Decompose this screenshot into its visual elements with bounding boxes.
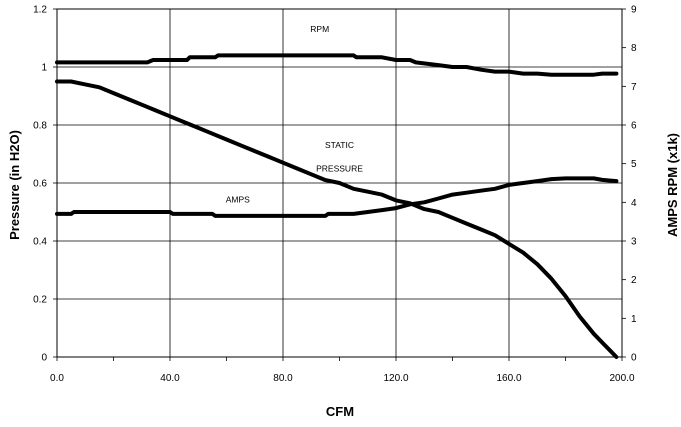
y-axis-title: Pressure (in H2O)	[7, 130, 22, 240]
annotation-label: RPM	[310, 24, 329, 34]
y2-tick-label: 4	[631, 198, 637, 209]
x-tick-label: 200.0	[609, 373, 634, 384]
y-tick-label: 0	[41, 353, 47, 364]
annotation-label: AMPS	[226, 194, 250, 204]
x-tick-label: 0.0	[50, 373, 64, 384]
x-tick-label: 80.0	[273, 373, 293, 384]
y2-tick-label: 6	[631, 121, 637, 132]
annotation-layer: RPM STATIC PRESSURE AMPS	[226, 24, 363, 204]
x-tick-label: 40.0	[160, 373, 180, 384]
series-line-static-pressure	[55, 79, 619, 359]
y2-tick-label: 9	[631, 5, 637, 16]
x-tick-label: 120.0	[383, 373, 408, 384]
y2-axis-title: AMPS RPM (x1k)	[665, 133, 680, 237]
y-tick-label: 0.4	[33, 237, 47, 248]
y2-tick-label: 2	[631, 275, 637, 286]
y2-tick-label: 3	[631, 237, 637, 248]
annotation-label: PRESSURE	[316, 163, 363, 173]
annotation-label: STATIC	[325, 140, 354, 150]
x-axis-title: CFM	[326, 404, 354, 419]
series-line-amps	[55, 176, 619, 218]
y2-tick-label: 8	[631, 43, 637, 54]
tick-layer: 0.0 40.0 80.0 120.0 160.0 200.0 0 0.2 0.4 0.6 0.8 1…	[33, 5, 637, 385]
series-layer	[55, 53, 619, 359]
y-tick-label: 0.6	[33, 179, 47, 190]
series-line-rpm	[55, 53, 619, 77]
y2-tick-label: 0	[631, 353, 637, 364]
y-tick-label: 0.8	[33, 121, 47, 132]
y-tick-label: 1.2	[33, 5, 47, 16]
y2-tick-label: 5	[631, 159, 637, 170]
y2-tick-label: 7	[631, 82, 637, 93]
y2-tick-label: 1	[631, 314, 637, 325]
y-tick-label: 0.2	[33, 295, 47, 306]
y-tick-label: 1	[41, 63, 47, 74]
x-tick-label: 160.0	[496, 373, 521, 384]
